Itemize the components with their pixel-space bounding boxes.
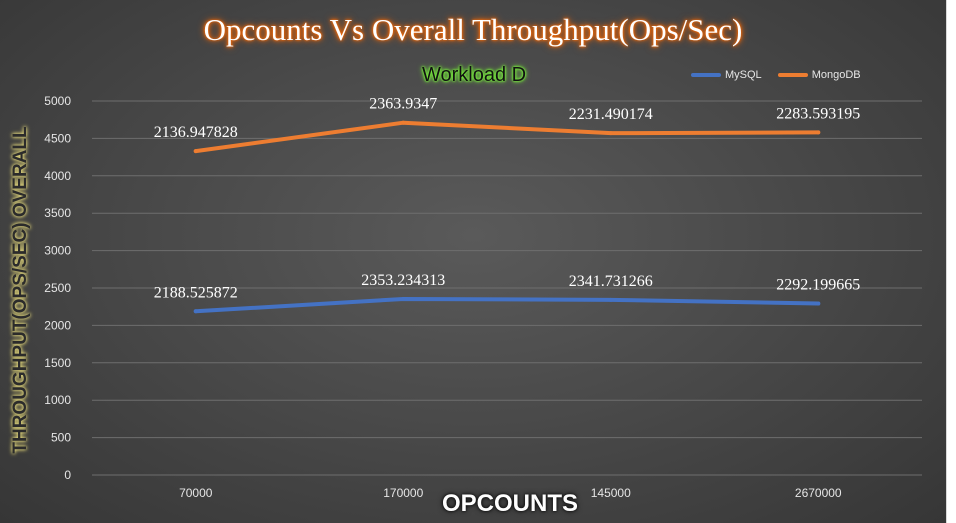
legend: MySQL MongoDB [691,69,861,81]
y-tick-label: 1000 [44,393,71,407]
series-line-mysql [193,296,821,314]
x-axis-label: OPCOUNTS [441,490,579,517]
data-label-mongodb: 2136.947828 [154,124,238,141]
data-point-mongodb [401,120,406,125]
y-axis-label: THROUGHPUT(OPS/SEC) OVERALL [10,126,31,454]
x-tick-label: 2670000 [795,486,842,500]
y-tick-label: 2500 [44,281,71,295]
data-point-mongodb [193,149,198,154]
y-tick-label: 2000 [44,318,71,332]
legend-swatch-mongodb [777,73,808,77]
data-label-mysql: 2292.199665 [776,277,860,294]
chart-title: Opcounts Vs Overall Throughput(Ops/Sec) [203,12,743,47]
series-line-mongodb [193,120,821,154]
y-tick-label: 4500 [44,131,71,145]
data-point-mongodb [816,130,821,135]
data-label-mysql: 2353.234313 [361,272,445,289]
x-tick-label: 145000 [591,486,631,500]
data-point-mysql [401,296,406,301]
legend-item-mongodb: MongoDB [777,69,861,81]
y-tick-label: 5000 [44,94,71,108]
data-point-mysql [816,301,821,306]
data-label-mongodb: 2231.490174 [569,106,653,123]
y-tick-label: 4000 [44,169,71,183]
y-tick-label: 0 [64,468,71,482]
data-point-mongodb [608,131,613,136]
legend-swatch-mysql [691,73,721,77]
data-label-mysql: 2341.731266 [569,273,653,290]
y-tick-label: 3000 [44,244,71,258]
data-label-mongodb: 2283.593195 [776,105,860,122]
data-point-mysql [608,297,613,302]
x-tick-label: 70000 [179,486,213,500]
legend-label-mongodb: MongoDB [811,69,861,81]
x-tick-label: 170000 [383,486,423,500]
y-tick-label: 500 [51,431,71,445]
data-label-mysql: 2188.525872 [154,284,238,301]
data-point-mysql [193,309,198,314]
chart-subtitle: Workload D [422,64,527,86]
legend-item-mysql: MySQL [691,69,762,81]
y-tick-label: 3500 [44,206,71,220]
legend-label-mysql: MySQL [725,69,762,81]
y-tick-label: 1500 [44,356,71,370]
data-label-mongodb: 2363.9347 [369,96,437,113]
